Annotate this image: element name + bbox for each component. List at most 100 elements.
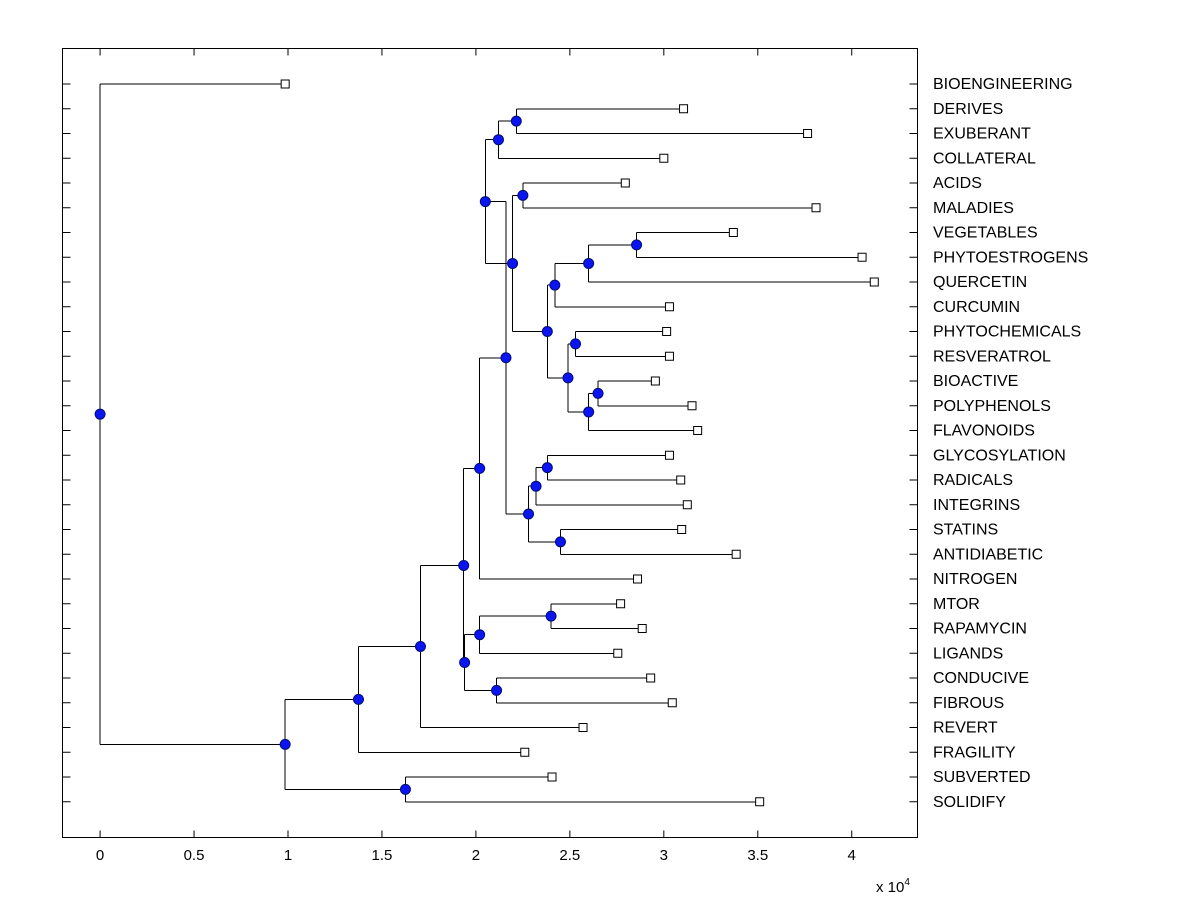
dendrogram-branches: [99, 83, 875, 803]
branch-n18-0: [485, 201, 507, 358]
branch-n28-0: [284, 698, 359, 745]
branch-n27-1: [404, 789, 760, 803]
leaf-label: MALADIES: [933, 200, 1014, 217]
branch-n18-1: [505, 357, 529, 515]
leaf-label: DERIVES: [933, 101, 1003, 118]
leaf-marker: [728, 228, 738, 237]
leaf-label: GLYCOSYLATION: [933, 447, 1066, 464]
leaf-label: LIGANDS: [933, 645, 1003, 662]
leaf-marker: [664, 351, 674, 361]
branch-n27-0: [404, 776, 553, 790]
branch-n29-1: [99, 414, 286, 745]
branch-n12-0: [512, 194, 523, 264]
branch-n20-0: [550, 603, 621, 617]
leaf-marker: [633, 574, 643, 584]
branch-n23-1: [464, 662, 497, 691]
leaf-label: ACIDS: [933, 175, 982, 192]
leaf-markers: [280, 79, 879, 807]
merge-node: [474, 629, 486, 641]
merge-node: [459, 657, 471, 669]
merge-node: [562, 372, 574, 384]
branch-n4-0: [636, 232, 734, 245]
x-axis: 0 0.5 1 1.5 2 2.5 3 3.5 4: [96, 48, 856, 864]
branch-n1-0: [515, 108, 684, 122]
branch-n25-0: [419, 564, 464, 647]
leaf-marker: [869, 277, 879, 287]
plot-frame: [62, 48, 918, 838]
leaf-marker: [731, 549, 741, 559]
merge-node: [479, 196, 491, 208]
merge-node: [545, 610, 557, 622]
merge-node: [592, 387, 604, 399]
branch-n7-1: [575, 343, 670, 357]
leaf-label: COLLATERAL: [933, 150, 1036, 167]
x-tick-label: 1: [284, 847, 292, 864]
x-tick-label: 1.5: [372, 847, 393, 864]
branch-n5-0: [588, 244, 637, 264]
leaf-marker: [755, 797, 765, 807]
branch-n3-1: [522, 195, 817, 209]
leaf-marker: [637, 624, 647, 633]
leaf-marker: [547, 772, 557, 782]
branch-n5-1: [588, 263, 875, 283]
merge-node: [523, 508, 535, 520]
branch-n11-0: [546, 284, 555, 332]
leaf-label: BIOACTIVE: [933, 373, 1018, 390]
branch-n28-1: [284, 744, 406, 790]
merge-node: [474, 462, 486, 474]
branch-n8-0: [597, 380, 656, 394]
leaf-marker: [664, 450, 674, 460]
branch-n19-1: [479, 468, 638, 580]
merge-node: [530, 480, 542, 492]
leaf-marker: [613, 648, 623, 658]
leaf-label: QUERCETIN: [933, 274, 1027, 291]
merge-node: [554, 536, 566, 548]
leaf-label: ANTIDIABETIC: [933, 546, 1043, 563]
leaf-label: RESVERATROL: [933, 348, 1051, 365]
branch-n2-1: [497, 139, 664, 159]
merge-node: [541, 326, 553, 337]
leaf-label: MTOR: [933, 596, 980, 613]
merge-node: [399, 783, 411, 795]
merge-node: [631, 239, 643, 251]
leaf-marker: [693, 426, 703, 435]
leaf-label: NITROGEN: [933, 571, 1017, 588]
leaf-label: PHYTOCHEMICALS: [933, 324, 1081, 341]
leaf-label: FRAGILITY: [933, 744, 1016, 761]
x-tick-label: 2: [472, 847, 480, 864]
leaf-label: SOLIDIFY: [933, 794, 1006, 811]
branch-n29-0: [99, 83, 286, 415]
branch-n13-1: [484, 201, 513, 264]
leaf-label: REVERT: [933, 720, 998, 737]
leaf-label: BIOENGINEERING: [933, 76, 1073, 93]
x-multiplier-label: x 104: [876, 877, 910, 896]
leaf-label: CONDUCIVE: [933, 670, 1029, 687]
leaf-marker: [616, 599, 626, 609]
merge-node: [279, 738, 291, 750]
branch-n4-1: [636, 244, 863, 258]
leaf-marker: [803, 129, 813, 138]
leaf-label: FLAVONOIDS: [933, 423, 1035, 440]
leaf-marker: [811, 203, 821, 213]
merge-node: [491, 684, 503, 696]
leaf-label: SUBVERTED: [933, 769, 1031, 786]
merge-node: [583, 406, 595, 418]
leaf-marker: [677, 525, 687, 534]
merge-node-markers: [94, 115, 643, 795]
x-tick-label: 2.5: [559, 847, 580, 864]
branch-n6-0: [554, 262, 589, 286]
leaf-label: CURCUMIN: [933, 299, 1020, 316]
merge-node: [500, 352, 512, 364]
branch-n22-1: [496, 690, 673, 704]
leaf-marker: [659, 153, 669, 163]
branch-n6-1: [554, 285, 670, 308]
leaf-marker: [620, 178, 630, 188]
leaf-label: RAPAMYCIN: [933, 621, 1027, 638]
branch-n17-1: [528, 514, 561, 543]
leaf-label: PHYTOESTROGENS: [933, 249, 1088, 266]
leaf-label: POLYPHENOLS: [933, 398, 1051, 415]
merge-node: [583, 257, 595, 269]
branch-n7-0: [575, 331, 667, 344]
merge-node: [549, 279, 561, 291]
